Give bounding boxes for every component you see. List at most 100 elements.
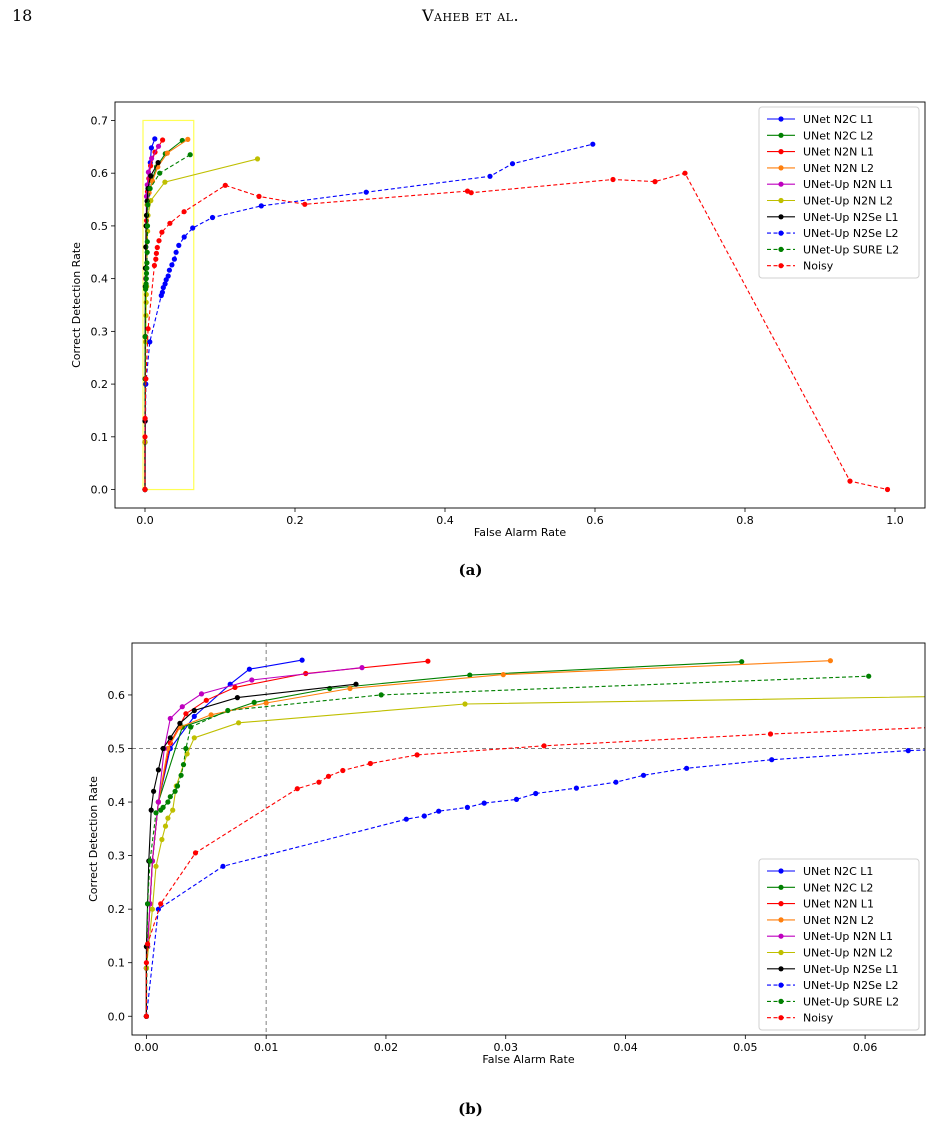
- data-point-unet-up-n2se-l1: [148, 173, 154, 179]
- data-point-unet-up-n2n-l2: [159, 836, 165, 843]
- series-line-unet-up-n2n-l2: [145, 696, 925, 1017]
- data-point-unet-n2n-l1: [183, 711, 189, 717]
- series-line-unet-up-n2se-l2: [144, 143, 593, 490]
- data-point-unet-n2c-l1: [299, 657, 305, 663]
- legend-marker-unet-n2n-l2: [778, 917, 784, 923]
- data-point-unet-up-n2n-l1: [179, 704, 185, 710]
- legend-marker-unet-up-n2se-l1: [778, 214, 784, 220]
- data-point-unet-up-n2n-l2: [191, 735, 197, 741]
- data-point-unet-up-n2se-l2: [147, 339, 153, 345]
- data-point-unet-up-n2se-l2: [176, 242, 182, 248]
- legend-marker-unet-up-n2n-l2: [778, 949, 784, 956]
- series-line-unet-up-n2n-l2: [144, 158, 258, 490]
- data-point-noisy: [142, 415, 148, 421]
- data-point-unet-up-n2n-l2: [153, 863, 159, 869]
- data-point-noisy: [142, 434, 148, 440]
- data-point-unet-n2n-l2: [149, 178, 156, 184]
- data-point-unet-up-sure-l2: [145, 202, 151, 208]
- x-axis-label: False Alarm Rate: [474, 526, 566, 539]
- data-point-noisy: [154, 244, 160, 251]
- data-point-unet-up-n2se-l2: [640, 772, 647, 778]
- legend-marker-unet-n2n-l1: [778, 149, 784, 155]
- data-point-unet-up-n2n-l1: [145, 169, 151, 175]
- data-point-noisy: [145, 326, 151, 332]
- data-point-unet-up-sure-l2: [144, 265, 150, 271]
- data-point-unet-up-sure-l2: [144, 260, 150, 266]
- data-point-unet-up-sure-l2: [143, 270, 150, 276]
- running-head: Vaheb et al.: [421, 6, 520, 25]
- x-tick-label: 0.4: [436, 514, 454, 527]
- legend-marker-unet-up-n2se-l1: [778, 966, 784, 972]
- legend-marker-unet-n2n-l2: [778, 165, 784, 171]
- data-point-noisy: [884, 486, 891, 493]
- data-point-unet-up-n2n-l1: [149, 155, 155, 161]
- data-point-noisy: [302, 201, 308, 207]
- y-tick-label: 0.2: [108, 903, 126, 916]
- series-line-unet-n2c-l1: [145, 659, 303, 1017]
- data-point-noisy: [145, 941, 151, 947]
- legend-label-unet-up-n2n-l2: UNet-Up N2N L2: [803, 947, 893, 960]
- legend-marker-unet-n2c-l1: [778, 116, 784, 122]
- data-point-unet-n2c-l1: [152, 136, 158, 142]
- series-line-unet-n2n-l2: [145, 660, 831, 1017]
- data-point-unet-up-n2se-l2: [403, 816, 409, 822]
- x-tick-label: 0.2: [286, 514, 304, 527]
- series-line-unet-up-n2se-l1: [145, 683, 357, 1017]
- y-tick-label: 0.6: [108, 689, 126, 702]
- series-line-unet-up-sure-l2: [144, 154, 191, 490]
- data-point-unet-up-n2se-l2: [155, 906, 161, 912]
- data-point-noisy: [153, 250, 159, 256]
- data-point-unet-up-sure-l2: [180, 762, 187, 768]
- legend-label-unet-up-n2se-l1: UNet-Up N2Se L1: [803, 211, 898, 224]
- legend-marker-unet-n2c-l2: [778, 884, 784, 890]
- data-point-unet-up-n2n-l1: [167, 715, 173, 722]
- x-tick-label: 0.6: [586, 514, 604, 527]
- data-point-noisy: [541, 743, 547, 749]
- data-point-unet-up-n2n-l1: [359, 665, 365, 671]
- data-point-noisy: [143, 960, 149, 966]
- data-point-unet-up-sure-l2: [183, 745, 189, 752]
- data-point-unet-n2c-l1: [148, 145, 154, 151]
- data-point-unet-up-n2se-l2: [173, 249, 179, 255]
- data-point-unet-up-n2se-l2: [684, 765, 690, 771]
- legend-marker-unet-n2c-l2: [778, 132, 784, 138]
- data-point-unet-up-n2se-l1: [234, 695, 240, 701]
- data-point-unet-up-n2n-l1: [155, 799, 161, 805]
- y-tick-label: 0.0: [91, 484, 109, 497]
- data-point-unet-up-n2n-l2: [462, 701, 468, 707]
- series-line-unet-n2n-l1: [145, 660, 428, 1017]
- series-group: [142, 136, 891, 493]
- data-point-noisy: [158, 901, 164, 907]
- legend-label-unet-up-n2n-l2: UNet-Up N2N L2: [803, 195, 893, 208]
- x-tick-label: 0.03: [493, 1041, 518, 1054]
- data-point-unet-n2n-l2: [208, 712, 214, 718]
- zoom-highlight-box: [142, 119, 195, 491]
- data-point-unet-up-n2se-l2: [509, 161, 516, 167]
- data-point-noisy: [468, 190, 474, 196]
- caption-a: (a): [458, 561, 483, 579]
- legend-label-unet-up-n2se-l2: UNet-Up N2Se L2: [803, 227, 898, 240]
- legend-marker-unet-up-sure-l2: [778, 998, 784, 1004]
- data-point-unet-up-n2n-l1: [198, 691, 205, 697]
- x-axis-label: False Alarm Rate: [482, 1053, 574, 1066]
- data-point-unet-n2n-l2: [185, 136, 191, 142]
- data-point-unet-up-n2se-l2: [533, 790, 539, 797]
- data-point-noisy: [256, 193, 262, 199]
- data-point-noisy: [610, 176, 616, 183]
- x-tick-label: 0.8: [736, 514, 754, 527]
- data-point-unet-up-n2n-l2: [149, 906, 155, 912]
- data-point-unet-up-n2se-l1: [143, 212, 150, 218]
- data-point-unet-up-n2se-l2: [436, 808, 442, 814]
- data-point-unet-up-n2se-l2: [165, 273, 171, 279]
- data-point-unet-up-n2se-l2: [190, 225, 196, 231]
- legend: UNet N2C L1 UNet N2C L2 UNet N2N L1 UNet N2…: [758, 858, 920, 1031]
- legend-box: [758, 106, 920, 279]
- data-point-unet-up-n2se-l2: [769, 757, 775, 763]
- x-tick-label: 0.01: [254, 1041, 279, 1054]
- x-tick-label: 0.05: [733, 1041, 758, 1054]
- data-point-unet-up-n2n-l2: [143, 312, 149, 319]
- legend-label-unet-up-n2se-l1: UNet-Up N2Se L1: [803, 963, 898, 976]
- y-tick-label: 0.5: [91, 220, 109, 233]
- legend-label-unet-n2n-l2: UNet N2N L2: [803, 914, 874, 927]
- data-point-unet-up-n2se-l2: [421, 813, 427, 819]
